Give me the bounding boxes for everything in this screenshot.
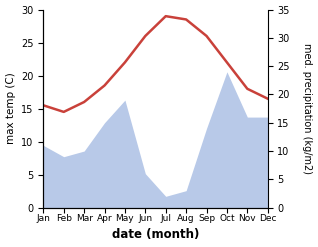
X-axis label: date (month): date (month)	[112, 228, 199, 242]
Y-axis label: med. precipitation (kg/m2): med. precipitation (kg/m2)	[302, 43, 313, 174]
Y-axis label: max temp (C): max temp (C)	[5, 73, 16, 144]
